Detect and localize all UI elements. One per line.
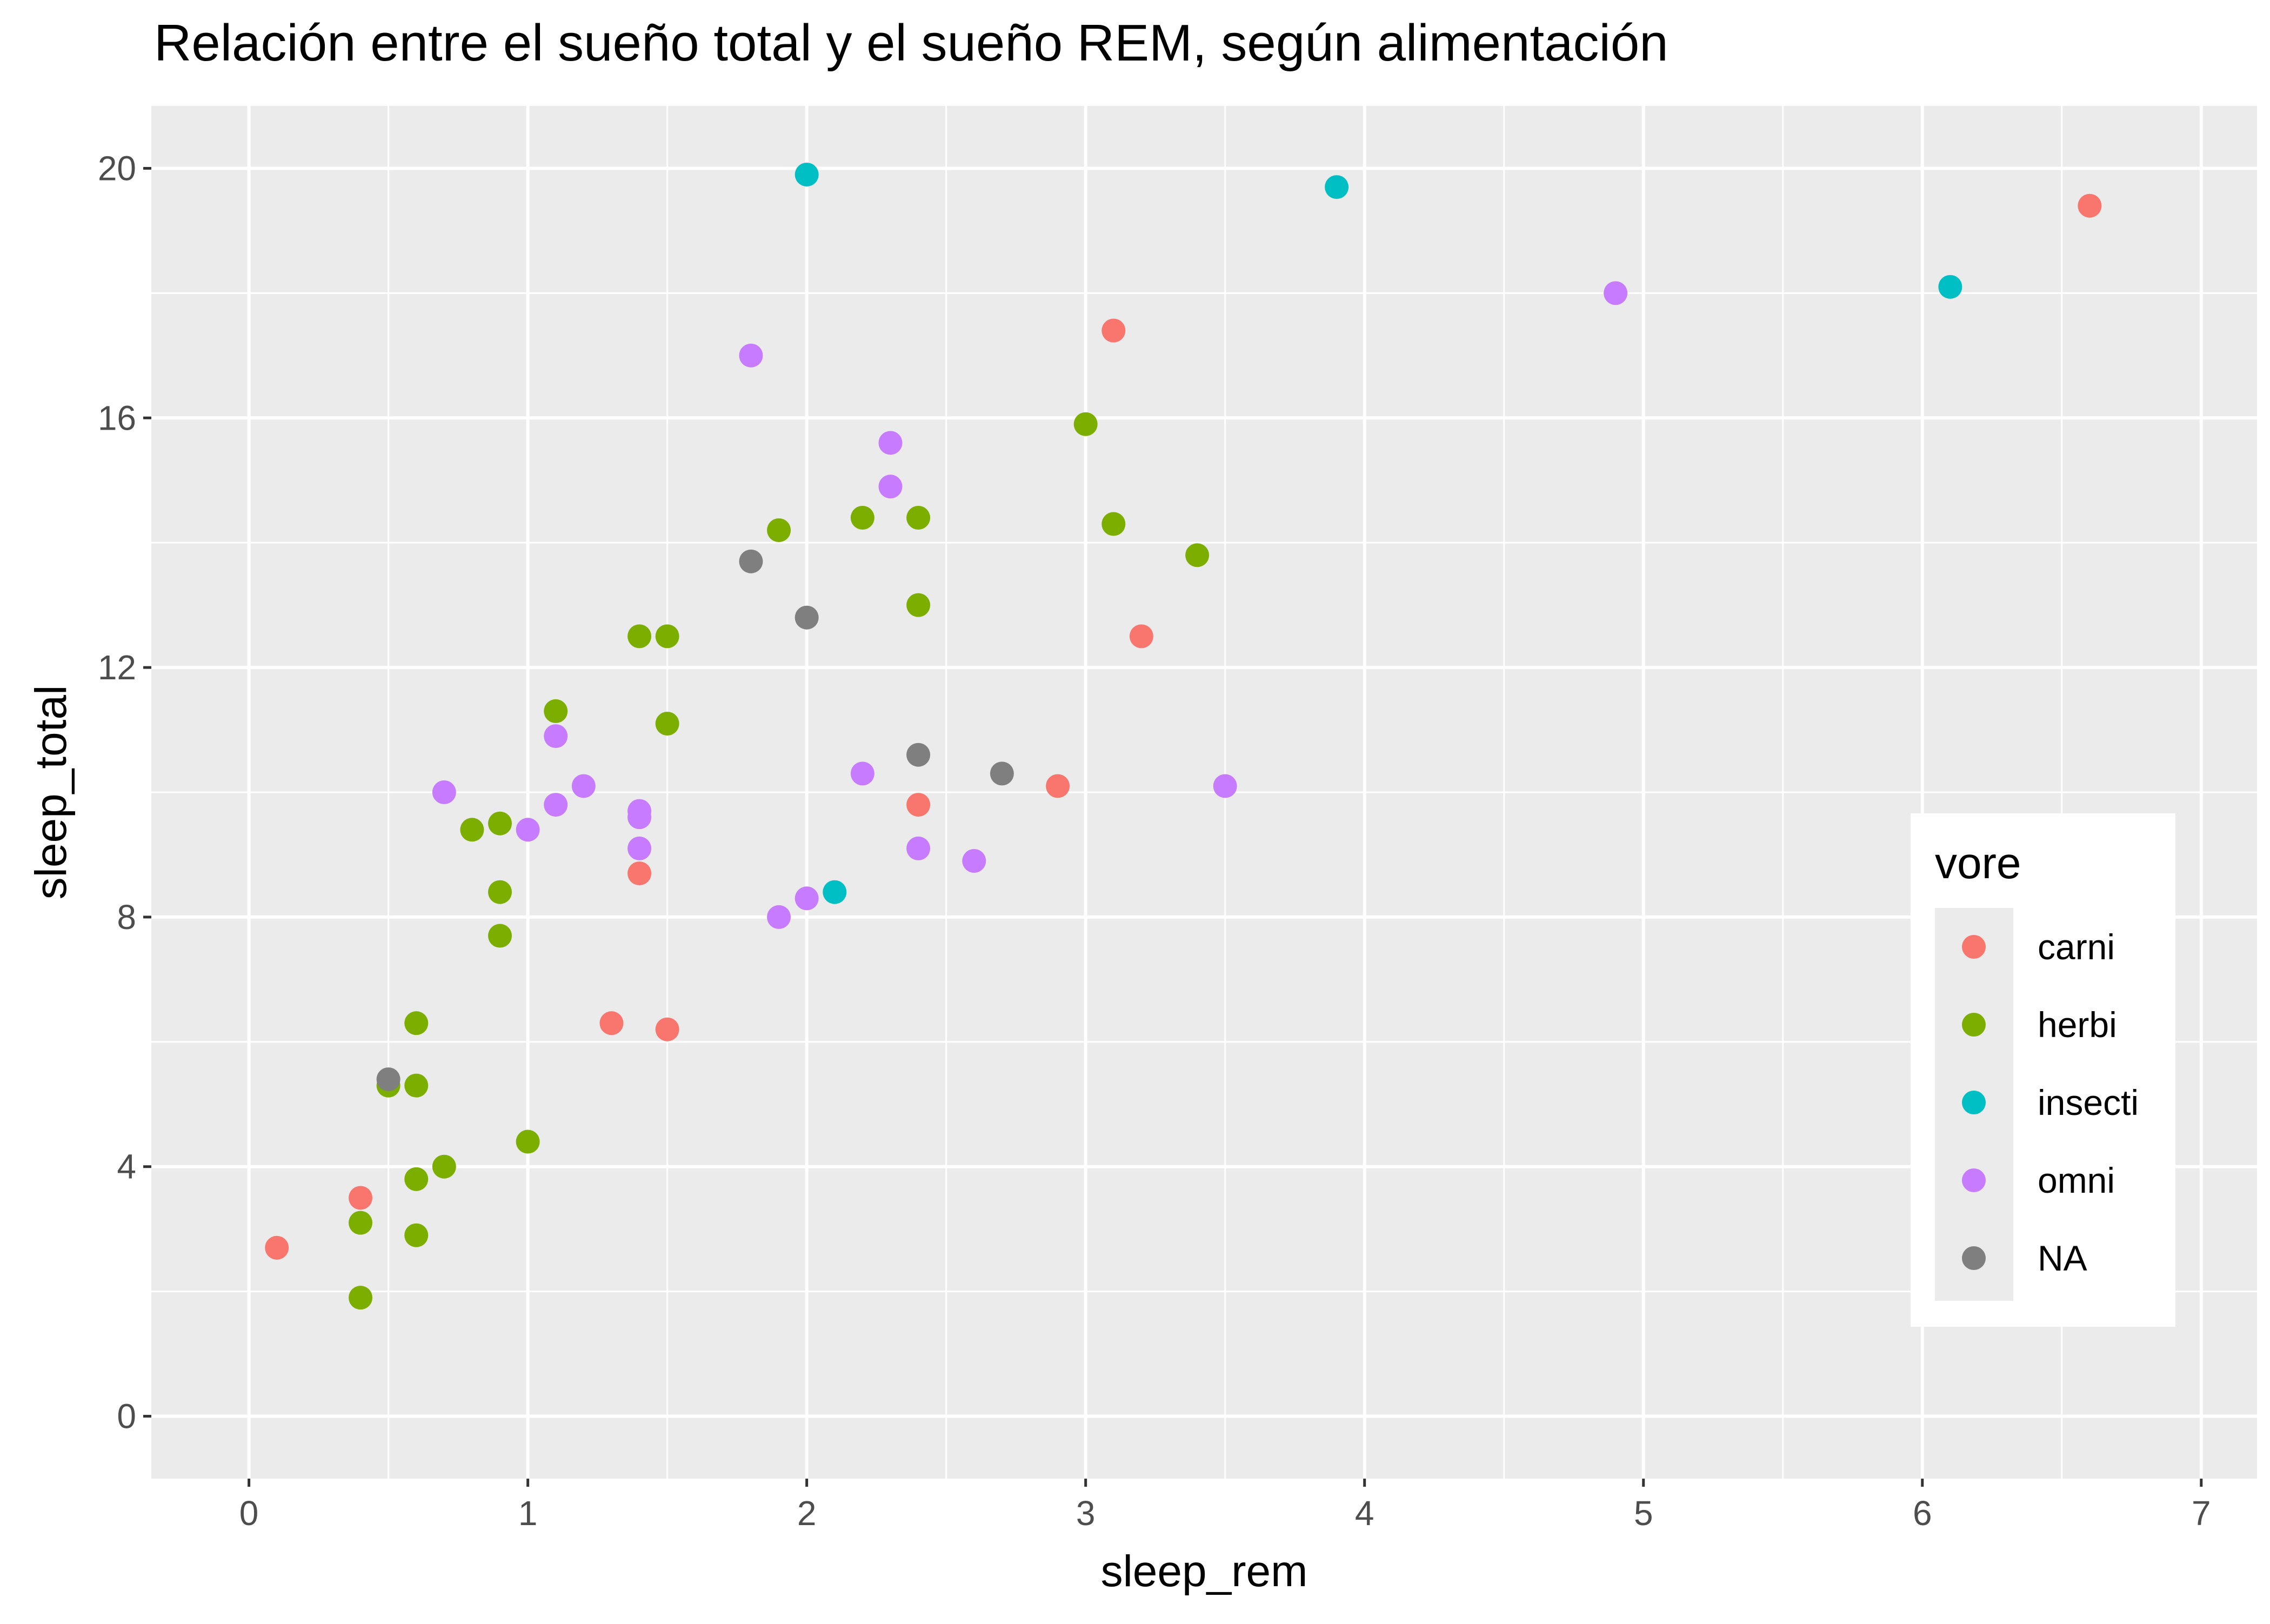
data-point-herbi (432, 1154, 456, 1179)
x-tick-label: 3 (1076, 1494, 1096, 1533)
data-point-herbi (767, 518, 791, 543)
data-point-herbi (516, 1130, 540, 1154)
data-point-herbi (1185, 543, 1210, 567)
data-point-omni (794, 886, 819, 911)
chart-title: Relación entre el sueño total y el sueño… (154, 14, 1668, 72)
legend-label-herbi: herbi (2038, 1005, 2117, 1045)
x-tick-label: 0 (239, 1494, 259, 1533)
y-axis: 0 4 8 12 16 20 (98, 149, 151, 1436)
data-point-insecti (1325, 175, 1349, 199)
data-point-herbi (488, 811, 512, 836)
data-point-carni (1129, 624, 1153, 649)
y-tick-label: 4 (117, 1147, 136, 1186)
data-point-herbi (655, 712, 679, 736)
legend-key-na (1962, 1246, 1986, 1270)
data-point-omni (432, 780, 456, 804)
data-point-herbi (349, 1286, 373, 1310)
data-point-carni (265, 1235, 289, 1260)
data-point-carni (906, 793, 931, 817)
data-point-herbi (488, 880, 512, 904)
data-point-herbi (906, 506, 931, 530)
data-point-herbi (488, 924, 512, 948)
data-point-insecti (823, 880, 847, 904)
legend-title: vore (1935, 839, 2021, 888)
legend-label-carni: carni (2038, 927, 2115, 967)
grid-major (151, 106, 2257, 1479)
data-point-omni (571, 774, 596, 798)
data-points (265, 163, 2102, 1310)
data-point-herbi (1101, 512, 1126, 536)
x-tick-label: 6 (1913, 1494, 1932, 1533)
legend-key-carni (1962, 935, 1986, 959)
legend-key-herbi (1962, 1013, 1986, 1037)
legend-key-insecti (1962, 1091, 1986, 1114)
data-point-herbi (544, 699, 568, 723)
data-point-omni (739, 343, 763, 367)
data-point-omni (544, 724, 568, 748)
data-point-na (376, 1067, 400, 1092)
data-point-carni (349, 1186, 373, 1210)
y-tick-label: 0 (117, 1397, 136, 1436)
x-tick-label: 5 (1634, 1494, 1653, 1533)
data-point-herbi (404, 1223, 429, 1247)
data-point-na (794, 605, 819, 630)
x-tick-label: 1 (518, 1494, 538, 1533)
data-point-na (906, 743, 931, 767)
data-point-omni (767, 905, 791, 929)
data-point-omni (627, 836, 652, 860)
y-tick-label: 16 (98, 398, 136, 437)
data-point-omni (906, 836, 931, 860)
data-point-herbi (906, 593, 931, 617)
y-tick-label: 12 (98, 648, 136, 687)
data-point-omni (878, 431, 903, 455)
legend: vore carni herbi insecti omni NA (1911, 813, 2175, 1327)
data-point-carni (1046, 774, 1070, 798)
x-axis-label: sleep_rem (1101, 1547, 1308, 1596)
data-point-carni (655, 1017, 679, 1041)
data-point-herbi (1073, 412, 1098, 436)
data-point-carni (2078, 193, 2102, 218)
data-point-omni (1213, 774, 1237, 798)
data-point-carni (599, 1011, 624, 1035)
y-tick-label: 20 (98, 149, 136, 188)
data-point-carni (627, 861, 652, 886)
data-point-herbi (404, 1011, 429, 1035)
data-point-herbi (404, 1073, 429, 1098)
data-point-herbi (627, 624, 652, 649)
data-point-carni (1101, 318, 1126, 343)
y-tick-label: 8 (117, 898, 136, 937)
x-tick-label: 2 (797, 1494, 817, 1533)
data-point-na (739, 549, 763, 573)
legend-label-na: NA (2038, 1238, 2087, 1278)
data-point-omni (516, 818, 540, 842)
legend-label-insecti: insecti (2038, 1082, 2139, 1122)
data-point-omni (962, 849, 986, 873)
data-point-omni (878, 474, 903, 499)
legend-label-omni: omni (2038, 1160, 2115, 1200)
data-point-omni (544, 793, 568, 817)
legend-key-omni (1962, 1168, 1986, 1192)
data-point-insecti (794, 163, 819, 186)
data-point-na (990, 761, 1014, 786)
data-point-herbi (404, 1167, 429, 1191)
data-point-omni (627, 805, 652, 830)
data-point-omni (850, 761, 874, 786)
data-point-insecti (1938, 275, 1962, 299)
data-point-herbi (850, 506, 874, 530)
x-tick-label: 7 (2192, 1494, 2211, 1533)
x-tick-label: 4 (1355, 1494, 1374, 1533)
data-point-herbi (655, 624, 679, 649)
y-axis-label: sleep_total (26, 685, 76, 900)
legend-entries: carni herbi insecti omni NA (1962, 927, 2139, 1278)
x-axis: 0 1 2 3 4 5 6 7 (239, 1479, 2211, 1533)
data-point-herbi (460, 818, 484, 842)
data-point-omni (1604, 281, 1628, 305)
data-point-herbi (349, 1211, 373, 1235)
